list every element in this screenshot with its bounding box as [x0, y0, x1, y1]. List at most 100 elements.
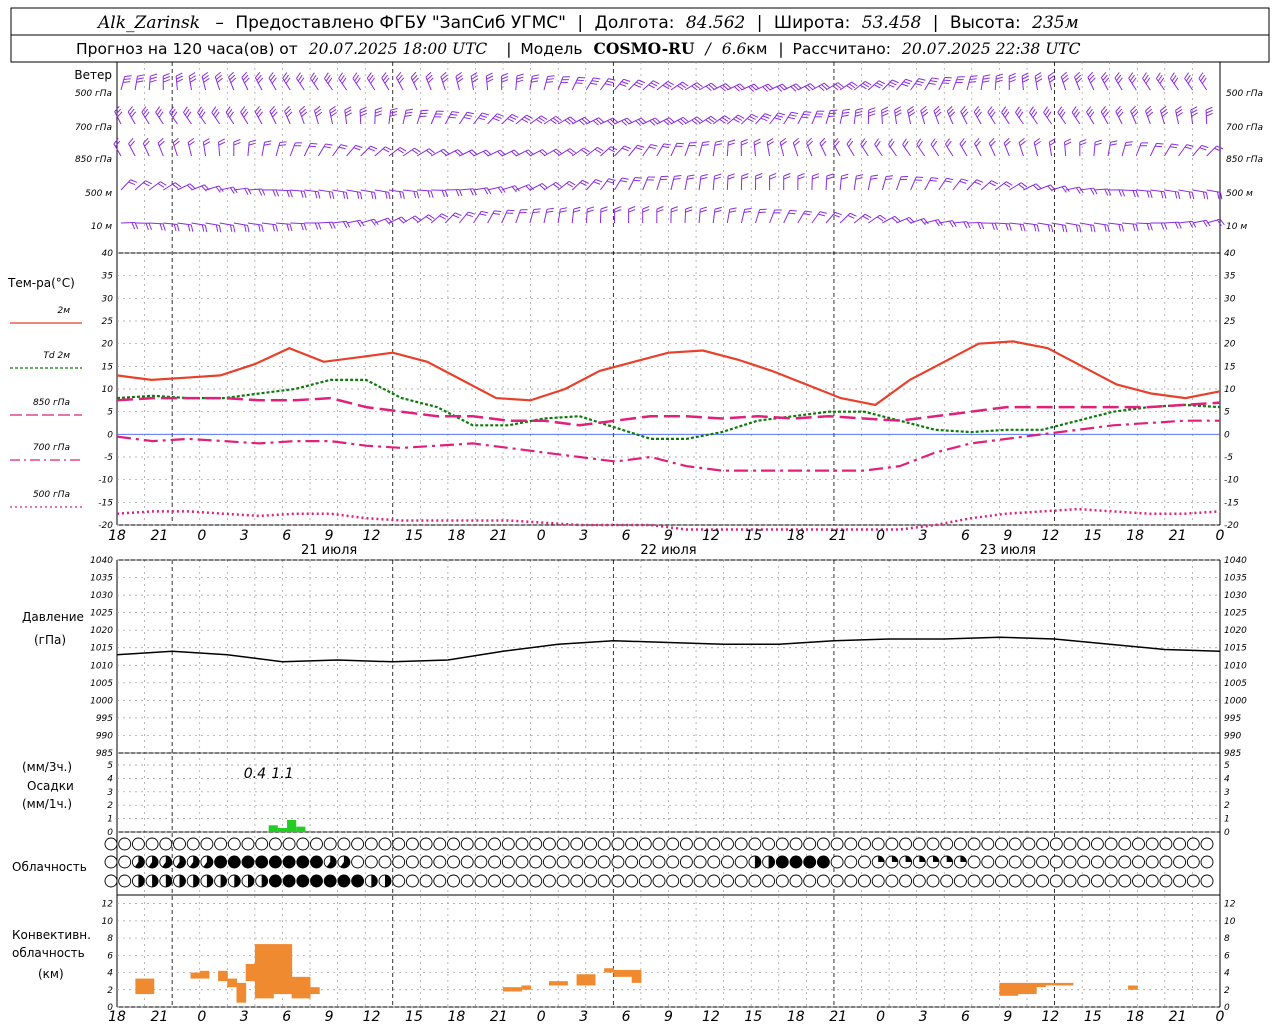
- cloud-symbol: [255, 837, 269, 851]
- wind-barb-flag: [405, 108, 414, 111]
- wind-barb-staff: [1048, 142, 1053, 157]
- wind-barb-staff: [515, 76, 518, 91]
- wind-barb-flag: [457, 149, 464, 155]
- wind-barb-staff: [529, 115, 542, 125]
- wind-barb-flag: [427, 190, 431, 198]
- wind-barb-staff: [261, 142, 265, 157]
- cloud-fill: [152, 875, 159, 887]
- cloud-fill: [296, 856, 309, 868]
- wind-barb-flag: [1161, 108, 1168, 114]
- wind-barb-flag: [895, 112, 902, 117]
- wind-barb-flag: [920, 219, 926, 226]
- wind-barb-flag: [355, 77, 361, 84]
- wind-barb-staff: [684, 176, 689, 191]
- wind-barb-staff: [1087, 77, 1095, 91]
- pressure-tick-label-right: 1010: [1224, 661, 1247, 671]
- wind-barb-staff: [459, 211, 469, 224]
- wind-barb-flag: [1146, 190, 1150, 198]
- wind-barb-flag: [176, 78, 184, 83]
- x-tick-label-bottom: 15: [744, 1009, 762, 1024]
- cloud-symbol: [323, 837, 337, 851]
- wind-barb-flag: [1047, 185, 1053, 192]
- wind-barb-flag: [728, 139, 736, 143]
- wind-barb-flag: [961, 108, 968, 115]
- pressure-line: [116, 636, 1221, 663]
- wind-barb-flag: [1130, 105, 1136, 112]
- wind-barb-flag: [469, 188, 474, 196]
- wind-barb-staff: [487, 186, 502, 191]
- wind-barb-staff: [712, 83, 726, 91]
- wind-barb-flag: [344, 109, 352, 114]
- wind-barb-flag: [996, 73, 1004, 77]
- wind-barb-staff: [233, 222, 248, 226]
- wind-barb-flag: [1187, 77, 1193, 84]
- wind-barb-flag: [184, 108, 190, 116]
- wind-barb-flag: [323, 146, 331, 149]
- wind-barb-flag: [203, 141, 211, 146]
- wind-barb-staff: [1018, 142, 1024, 157]
- wind-barb-flag: [841, 114, 849, 117]
- wind-barb-staff: [487, 210, 495, 224]
- wind-barb-staff: [515, 149, 529, 157]
- wind-barb-flag: [624, 119, 630, 125]
- wind-barb-flag: [1078, 225, 1082, 233]
- wind-barb-staff: [973, 111, 982, 125]
- wind-barb-staff: [1184, 78, 1194, 91]
- wind-barb-staff: [1107, 222, 1122, 226]
- wind-barb-flag: [261, 225, 264, 233]
- x-tick-label: 6: [622, 528, 631, 544]
- wind-barb-staff: [585, 208, 588, 224]
- wind-barb-flag: [215, 74, 222, 81]
- wind-barb-staff: [960, 111, 968, 125]
- wind-barb-flag: [330, 112, 337, 117]
- wind-barb-staff: [1192, 145, 1203, 157]
- cloud-symbol: [392, 837, 406, 851]
- wind-barb-flag: [930, 138, 936, 145]
- wind-barb-flag: [345, 112, 352, 117]
- cloud-symbol: [1173, 837, 1187, 851]
- x-tick-label: 0: [537, 528, 546, 544]
- wind-barb-staff: [313, 110, 319, 125]
- wind-barb-flag: [901, 83, 909, 87]
- wind-barb-flag: [1034, 140, 1041, 146]
- cloud-fill: [179, 875, 186, 887]
- header-line-1: Alk_Zarinsk – Предоставлено ФГБУ "ЗапСиб…: [96, 13, 1079, 33]
- wind-barb-staff: [276, 189, 291, 192]
- pressure-tick-label: 985: [96, 749, 113, 759]
- wind-barb-flag: [1135, 190, 1139, 198]
- cloud-symbol: [488, 855, 502, 869]
- wind-barb-flag: [877, 216, 884, 222]
- wind-barb-staff: [642, 176, 649, 191]
- cloud-symbol: [1132, 855, 1145, 869]
- wind-barb-flag: [1146, 223, 1150, 231]
- wind-barb-staff: [712, 209, 716, 224]
- cloud-fill: [340, 856, 350, 868]
- wind-barb-flag: [272, 111, 278, 118]
- cloud-symbol: [227, 837, 241, 851]
- cloud-symbol: [419, 855, 433, 869]
- wind-barb-flag: [494, 210, 502, 213]
- wind-barb-flag: [1143, 74, 1149, 82]
- wind-barb-flag: [1131, 108, 1138, 115]
- pressure-unit: (гПа): [34, 633, 66, 647]
- wind-barb-flag: [136, 80, 144, 83]
- wind-barb-flag: [300, 190, 304, 198]
- wind-barb-staff: [141, 111, 150, 125]
- wind-barb-flag: [374, 192, 377, 200]
- wind-barb-flag: [345, 220, 351, 228]
- wind-barb-flag: [650, 144, 658, 147]
- cloud-symbol: [584, 855, 597, 869]
- temp-series-line: [116, 507, 1221, 531]
- wind-barb-flag: [943, 79, 951, 82]
- cloud-symbol: [433, 855, 447, 869]
- station-name: Alk_Zarinsk: [96, 13, 200, 33]
- wind-barb-flag: [578, 119, 585, 126]
- wind-barb-flag: [608, 148, 615, 153]
- wind-barb-flag: [1090, 77, 1096, 84]
- wind-barb-flag: [567, 118, 574, 124]
- x-tick-label: 6: [961, 528, 970, 544]
- temp-tick-label: 20: [102, 340, 114, 350]
- cloud-symbol: [460, 837, 474, 851]
- wind-barb-flag: [1064, 225, 1068, 233]
- wind-barb-flag: [820, 140, 827, 147]
